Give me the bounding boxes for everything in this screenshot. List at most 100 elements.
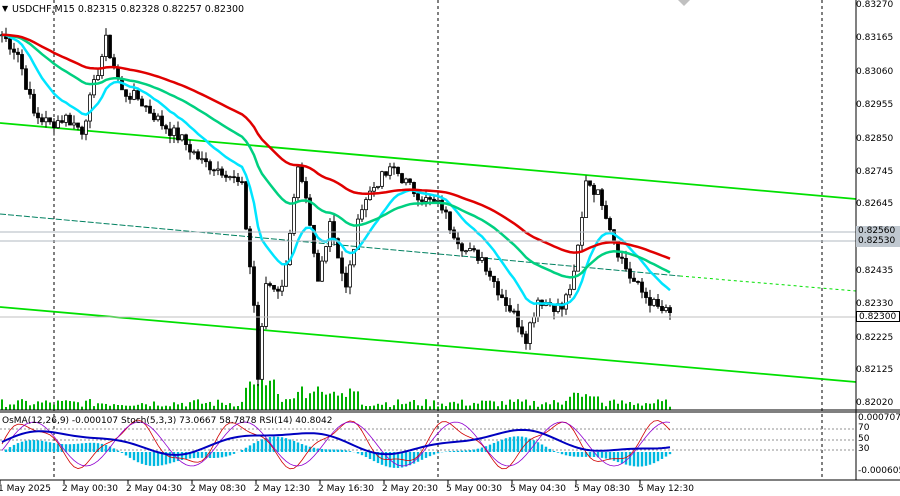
osma-bar	[460, 450, 464, 452]
volume-bar	[453, 401, 455, 410]
volume-bar	[537, 406, 539, 410]
osma-bar	[648, 452, 652, 465]
volume-bar	[53, 404, 55, 410]
candle-body	[620, 256, 624, 259]
osma-bar	[232, 452, 236, 454]
volume-bar	[249, 381, 251, 410]
volume-bar	[9, 404, 11, 410]
osma-bar	[604, 452, 608, 459]
price-axis-label: 0.82225	[856, 332, 894, 343]
time-axis-label: 1 May 2025	[0, 484, 51, 494]
triangle-down-icon: ▼	[2, 4, 9, 13]
volume-bar	[589, 396, 591, 410]
candle-body	[108, 34, 112, 59]
chevron-down-icon[interactable]	[678, 0, 690, 6]
candle-body	[260, 326, 264, 380]
candle-body	[188, 144, 192, 153]
volume-bar	[597, 396, 599, 410]
candle-body	[412, 182, 416, 195]
osma-bar	[132, 452, 136, 461]
candle-body	[12, 48, 16, 53]
volume-bar	[273, 379, 275, 410]
osma-bar	[64, 444, 68, 452]
candle-body	[464, 250, 468, 253]
price-axis-label: 0.82125	[856, 364, 894, 375]
volume-bar	[141, 403, 143, 410]
candle-body	[488, 270, 492, 277]
volume-bar	[125, 405, 127, 410]
price-axis-label: 0.82330	[856, 299, 894, 310]
volume-bar	[49, 402, 51, 410]
osma-bar	[608, 452, 612, 460]
volume-bar	[601, 402, 603, 410]
osma-bar	[180, 452, 184, 460]
candle-body	[592, 184, 596, 195]
volume-bar	[181, 402, 183, 410]
candle-body	[16, 51, 20, 55]
osma-bar	[280, 437, 284, 452]
candle-body	[272, 284, 276, 290]
trend-channel[interactable]	[0, 122, 857, 383]
osma-bar	[624, 452, 628, 465]
candle-body	[664, 307, 668, 312]
candle-body	[100, 56, 104, 76]
volume-bar	[25, 400, 27, 410]
volume-bar	[321, 391, 323, 410]
candle-body	[172, 127, 176, 136]
volume-bar	[509, 399, 511, 410]
volume-bar	[385, 402, 387, 410]
osma-bar	[96, 443, 100, 452]
osma-bar	[488, 444, 492, 452]
volume-bar	[473, 402, 475, 410]
price-tag: 0.82300	[856, 311, 900, 322]
candle-body	[348, 264, 352, 288]
osma-bar	[140, 452, 144, 464]
osma-bar	[156, 452, 160, 466]
time-axis-label: 2 May 08:30	[190, 484, 246, 494]
volume-bar	[133, 405, 135, 410]
volume-bar	[581, 396, 583, 410]
candle-body	[128, 95, 132, 100]
volume-bar	[405, 403, 407, 410]
candle-body	[56, 120, 60, 129]
volume-bar	[345, 396, 347, 410]
volume-bar	[225, 405, 227, 410]
candle-body	[568, 288, 572, 296]
indicator-header: OsMA(12,26,9) -0.000107 Stoch(5,3,3) 73.…	[2, 416, 333, 426]
osma-bar	[600, 452, 604, 458]
candle-body	[528, 322, 532, 344]
volume-bar	[233, 406, 235, 410]
volume-bar	[37, 401, 39, 410]
osma-bar	[548, 448, 552, 452]
osma-bar	[540, 444, 544, 452]
channel-lower-line	[0, 306, 857, 383]
candle-body	[48, 117, 52, 123]
candle-body	[68, 114, 72, 126]
osma-bar	[12, 444, 16, 452]
horizontal-levels[interactable]	[0, 231, 856, 318]
volume-bar	[485, 400, 487, 410]
volume-bar	[625, 403, 627, 410]
candle-body	[508, 305, 512, 312]
candle-body	[264, 283, 268, 327]
volume-bar	[497, 406, 499, 410]
volume-bar	[13, 404, 15, 410]
indicator-axis-label: 30	[858, 444, 870, 454]
candle-body	[236, 176, 240, 183]
candle-body	[476, 249, 480, 261]
volume-bar	[549, 404, 551, 410]
time-axis-label: 2 May 04:30	[126, 484, 182, 494]
volume-bar	[573, 392, 575, 410]
candle-body	[152, 112, 156, 121]
candle-body	[132, 90, 136, 100]
osma-bar	[524, 437, 528, 452]
candle-body	[60, 120, 64, 123]
osma-bar	[384, 452, 388, 467]
candle-body	[288, 232, 292, 266]
candle-body	[576, 244, 580, 272]
osma-bar	[340, 449, 344, 452]
volume-bar	[621, 400, 623, 410]
volume-bar	[85, 400, 87, 410]
osma-bar	[668, 452, 672, 455]
